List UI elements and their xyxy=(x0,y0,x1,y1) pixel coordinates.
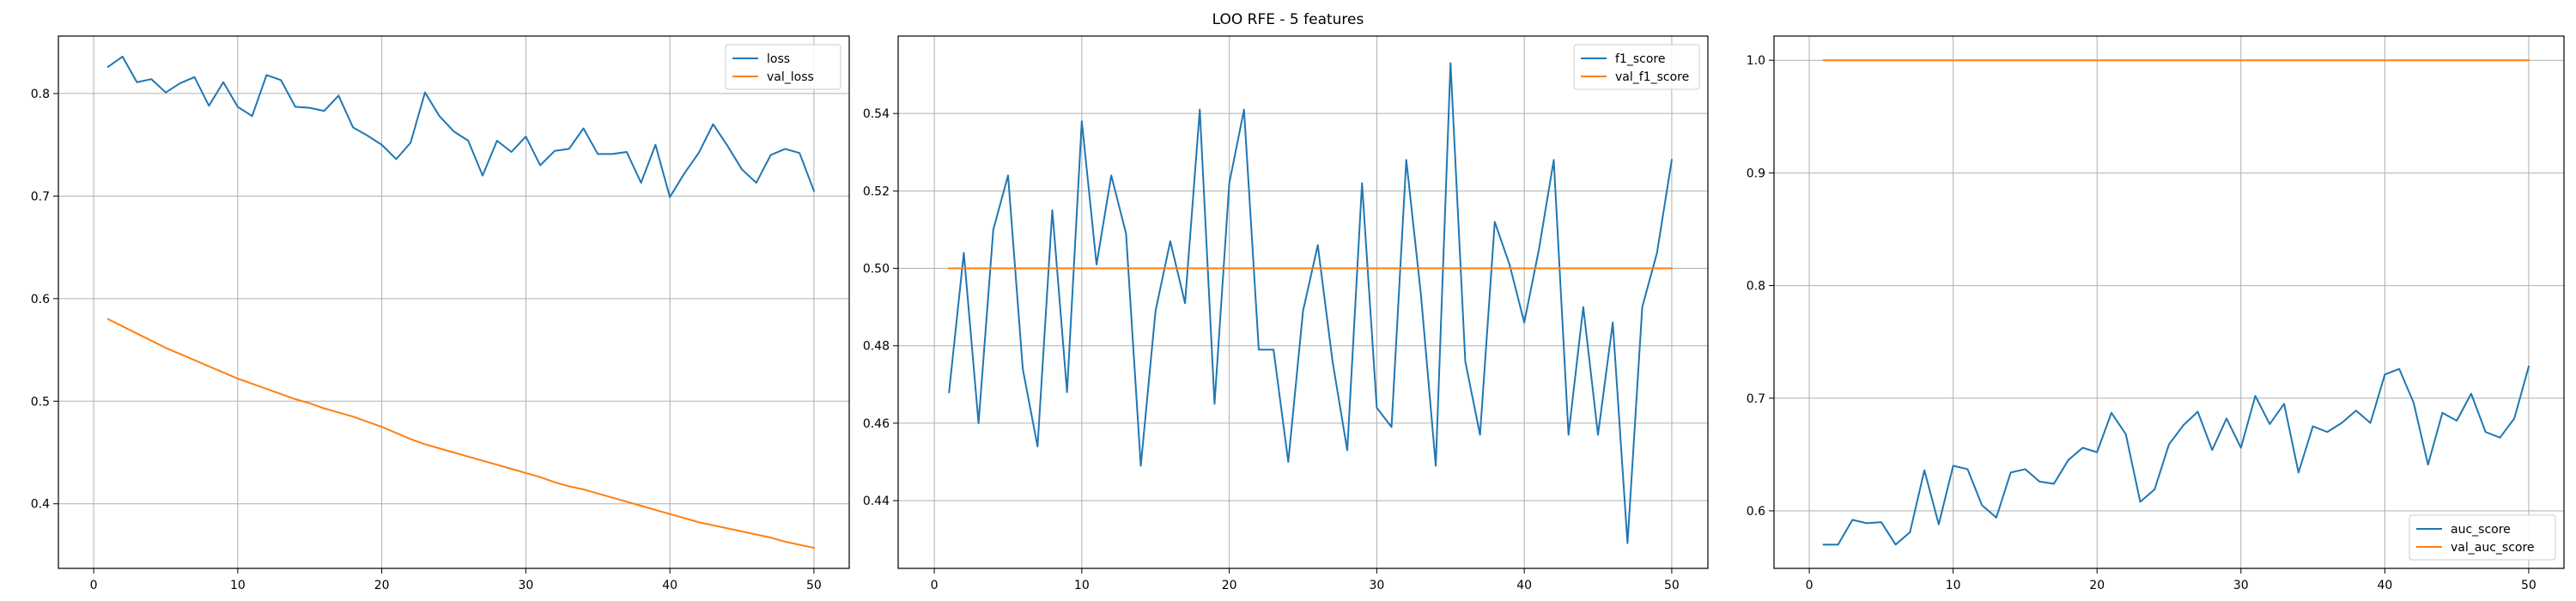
x-tick-label: 10 xyxy=(230,579,246,592)
legend-label: loss xyxy=(767,52,790,66)
y-tick-label: 0.48 xyxy=(863,340,890,354)
legend: f1_score val_f1_score xyxy=(1573,44,1700,90)
plot-frame xyxy=(1773,35,2565,569)
legend: loss val_loss xyxy=(725,44,841,90)
x-tick-label: 0 xyxy=(1806,579,1814,592)
x-tick-label: 20 xyxy=(1222,579,1237,592)
y-tick-label: 0.46 xyxy=(863,417,890,431)
legend-box xyxy=(2409,514,2556,561)
y-tick-label: 0.9 xyxy=(1747,167,1765,180)
x-tick-label: 20 xyxy=(374,579,390,592)
y-tick-label: 0.4 xyxy=(31,498,50,512)
y-tick-label: 0.50 xyxy=(863,263,890,276)
series-line-loss xyxy=(106,55,816,198)
chart-panel-1: 0 10 20 30 40 50 0.4 0.5 0.6 0.7 0.8 loss val_loss xyxy=(31,35,850,592)
x-tick-label: 50 xyxy=(2521,579,2537,592)
y-tick-label: 0.54 xyxy=(863,107,890,121)
chart-panel-3: 0 10 20 30 40 50 0.6 0.7 0.8 0.9 1.0 auc_score val_a… xyxy=(1747,35,2565,592)
x-tick-label: 20 xyxy=(2089,579,2105,592)
y-tick-label: 0.8 xyxy=(1747,280,1765,294)
y-tick-label: 0.7 xyxy=(1747,392,1765,406)
x-tick-label: 50 xyxy=(1664,579,1680,592)
series-line-f1-score xyxy=(948,62,1674,544)
chart-panels: 0 10 20 30 40 50 0.4 0.5 0.6 0.7 0.8 loss val_loss 0 1… xyxy=(31,35,2565,592)
chart-panel-2: 0 10 20 30 40 50 0.44 0.46 0.48 0.50 0.52 0.54 f1_sc… xyxy=(863,35,1709,592)
series-line-val-loss xyxy=(106,318,816,549)
legend-label: f1_score xyxy=(1615,52,1665,66)
legend-label: val_auc_score xyxy=(2451,541,2535,555)
x-tick-label: 0 xyxy=(90,579,98,592)
legend: auc_score val_auc_score xyxy=(2409,514,2556,561)
y-tick-label: 0.8 xyxy=(31,88,50,101)
plot-frame xyxy=(897,35,1709,569)
x-tick-label: 40 xyxy=(1516,579,1532,592)
x-tick-label: 30 xyxy=(518,579,533,592)
y-tick-label: 0.44 xyxy=(863,495,890,508)
legend-label: auc_score xyxy=(2451,523,2511,537)
figure-title: LOO RFE - 5 features xyxy=(1212,11,1364,28)
y-tick-label: 0.52 xyxy=(863,185,890,198)
series-line-auc-score xyxy=(1822,365,2530,546)
x-tick-label: 30 xyxy=(1369,579,1384,592)
x-tick-label: 10 xyxy=(1074,579,1090,592)
y-tick-label: 1.0 xyxy=(1747,54,1765,68)
x-tick-label: 50 xyxy=(806,579,822,592)
y-tick-label: 0.5 xyxy=(31,395,50,409)
y-tick-label: 0.7 xyxy=(31,190,50,203)
legend-label: val_loss xyxy=(767,70,814,84)
legend-box xyxy=(725,44,841,90)
y-tick-label: 0.6 xyxy=(1747,505,1765,519)
x-tick-label: 30 xyxy=(2233,579,2249,592)
x-tick-label: 40 xyxy=(2377,579,2392,592)
legend-label: val_f1_score xyxy=(1615,70,1689,84)
plot-frame xyxy=(58,35,850,569)
legend-box xyxy=(1573,44,1700,90)
y-tick-label: 0.6 xyxy=(31,293,50,307)
x-tick-label: 0 xyxy=(931,579,939,592)
x-tick-label: 10 xyxy=(1946,579,1961,592)
x-tick-label: 40 xyxy=(662,579,677,592)
